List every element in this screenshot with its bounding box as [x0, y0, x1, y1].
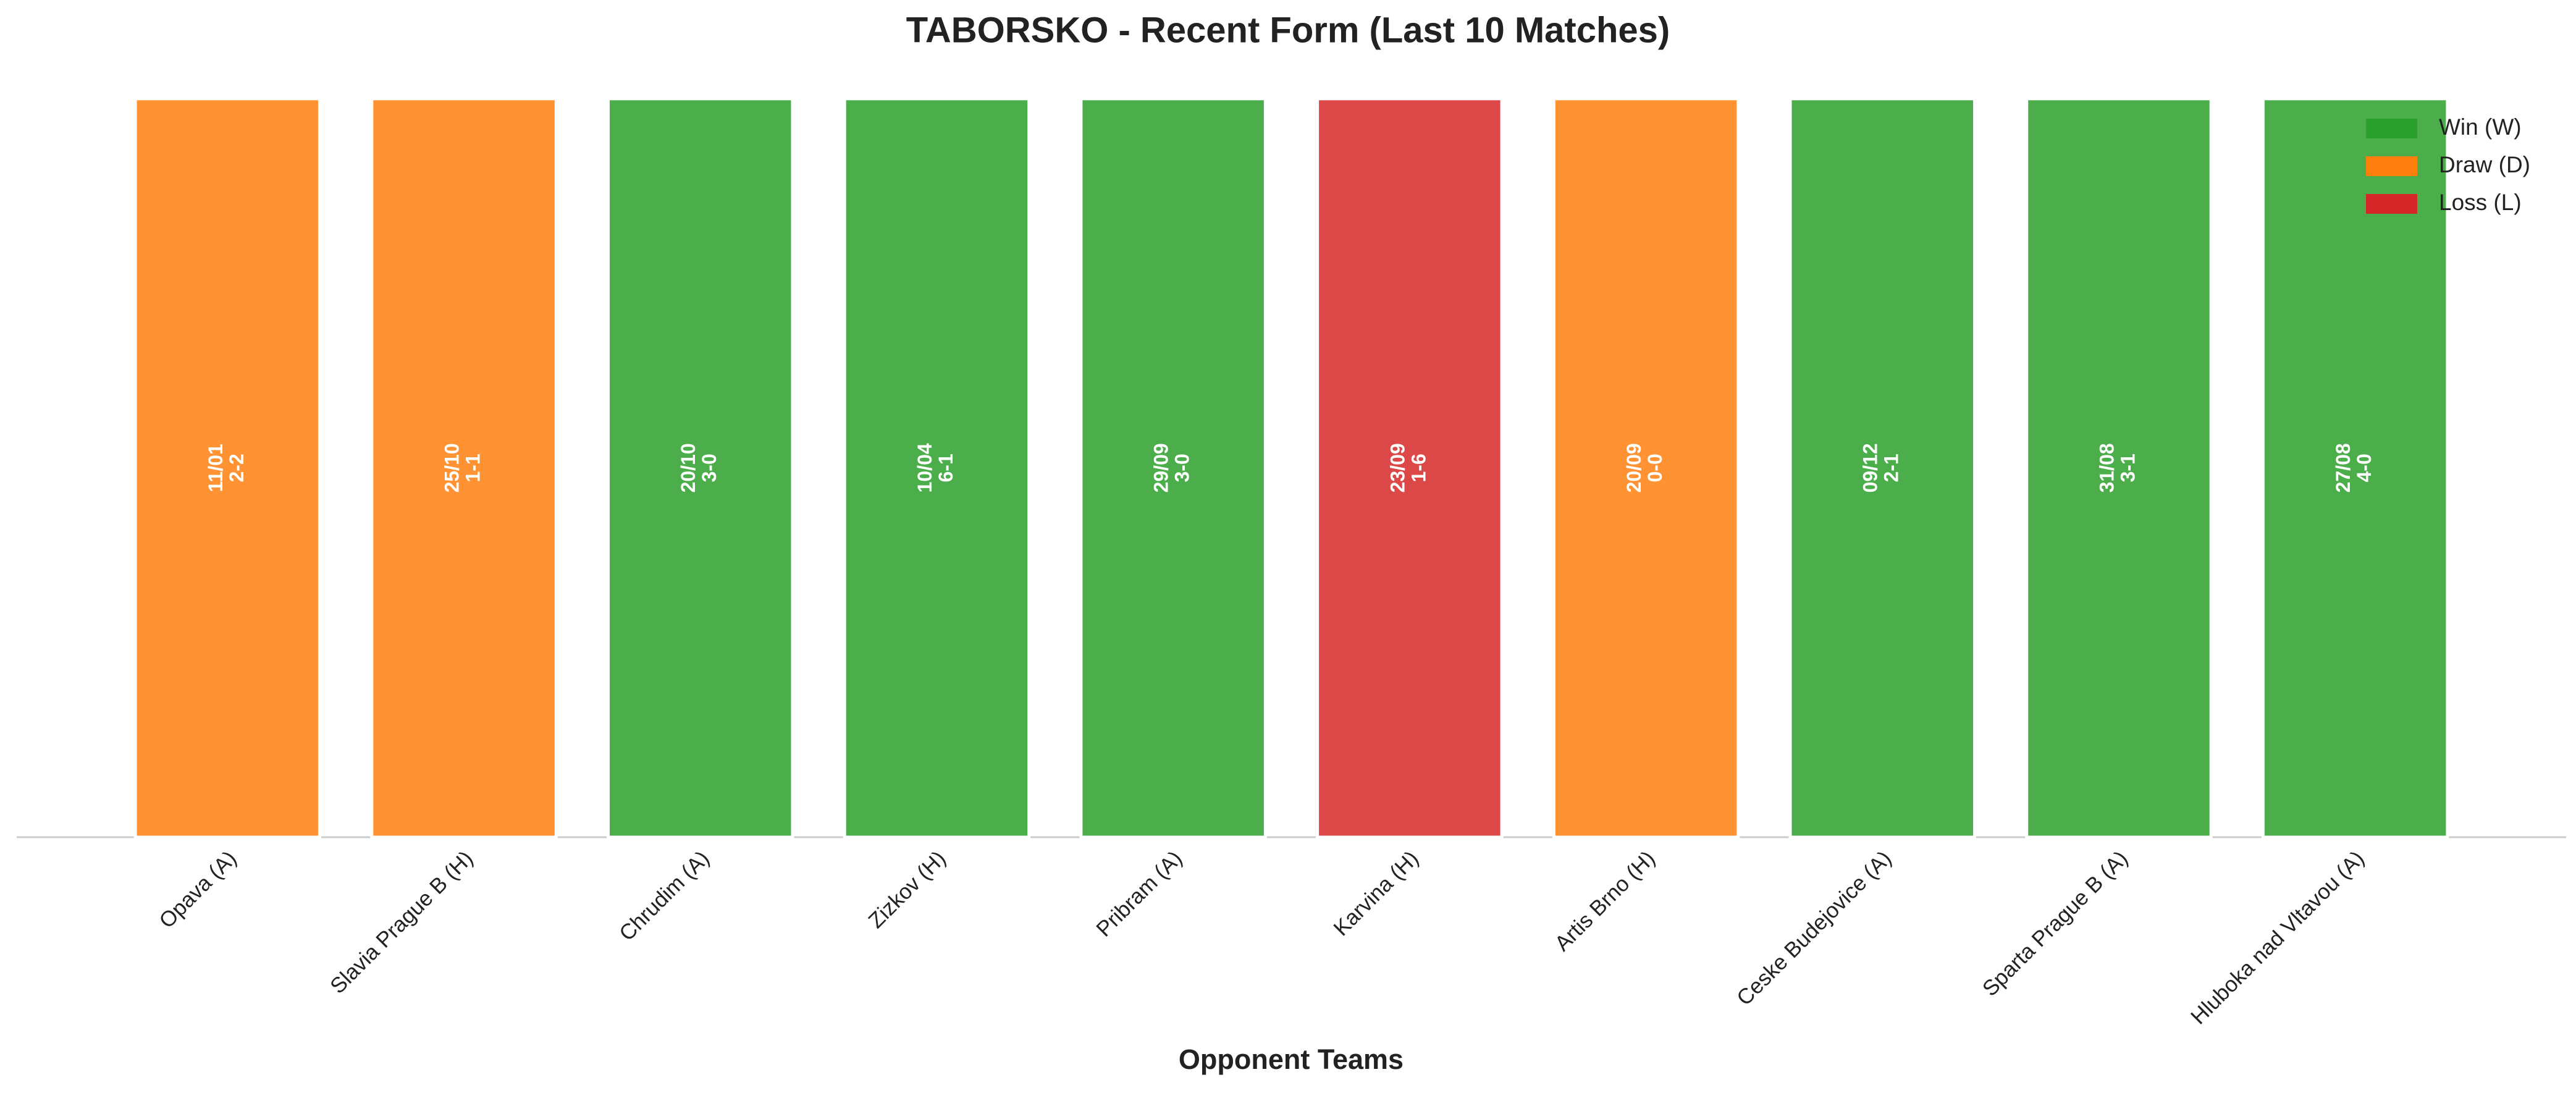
match-date: 29/09 [1150, 443, 1172, 492]
bar [2025, 97, 2213, 839]
bar-annotation: 20/090-0 [1623, 443, 1666, 492]
match-date: 09/12 [1859, 443, 1882, 492]
x-tick-label: Ceske Budejovice (A) [1732, 846, 1896, 1011]
bar [133, 97, 322, 839]
legend-swatch [2366, 119, 2417, 138]
match-score: 3-1 [2116, 454, 2139, 482]
bar [1552, 97, 1740, 839]
x-tick-label: Artis Brno (H) [1550, 846, 1659, 956]
match-date: 27/08 [2332, 443, 2354, 492]
match-date: 11/01 [204, 444, 227, 492]
bar [1316, 97, 1504, 839]
x-axis-label: Opponent Teams [1179, 1044, 1404, 1075]
match-date: 31/08 [2095, 443, 2118, 492]
bar-annotation: 10/046-1 [914, 443, 957, 492]
match-score: 4-0 [2353, 454, 2375, 482]
match-date: 20/10 [677, 443, 699, 492]
bar [2261, 97, 2449, 839]
match-score: 1-1 [462, 454, 484, 482]
x-tick-label: Karvina (H) [1329, 846, 1423, 941]
bar [370, 97, 558, 839]
bar-annotation: 25/101-1 [441, 443, 484, 492]
x-tick-label: Chrudim (A) [615, 846, 714, 946]
match-score: 3-0 [1171, 454, 1193, 482]
x-tick-label: Zizkov (H) [864, 846, 950, 933]
bar-annotation: 09/122-1 [1859, 443, 1903, 492]
legend-swatch [2366, 194, 2417, 214]
x-tick-label: Slavia Prague B (H) [326, 846, 478, 998]
match-score: 2-2 [225, 454, 248, 482]
match-score: 2-1 [1880, 454, 1903, 482]
bar-annotation: 11/012-2 [204, 444, 248, 492]
match-score: 1-6 [1407, 454, 1429, 482]
bar-annotation: 23/091-6 [1386, 443, 1429, 492]
bar-annotation: 31/083-1 [2095, 443, 2139, 492]
bar [843, 97, 1031, 839]
x-tick-label: Sparta Prague B (A) [1978, 846, 2132, 1001]
chart-title: TABORSKO - Recent Form (Last 10 Matches) [906, 10, 1670, 50]
match-date: 10/04 [914, 443, 936, 492]
match-date: 20/09 [1623, 443, 1645, 492]
match-date: 23/09 [1386, 443, 1408, 492]
x-tick-label: Opava (A) [154, 846, 241, 933]
bar-annotation: 27/084-0 [2332, 443, 2375, 492]
match-score: 6-1 [935, 454, 957, 482]
bar-annotation: 20/103-0 [677, 443, 720, 492]
bar [606, 97, 794, 839]
bar [1079, 97, 1267, 839]
match-score: 3-0 [698, 454, 720, 482]
legend-label: Win (W) [2439, 114, 2522, 140]
match-score: 0-0 [1644, 454, 1666, 482]
x-tick-label: Hluboka nad Vltavou (A) [2186, 846, 2369, 1029]
x-tick-label: Pribram (A) [1092, 846, 1187, 942]
legend-label: Draw (D) [2439, 152, 2530, 177]
bar-annotation: 29/093-0 [1150, 443, 1193, 492]
bar [1788, 97, 1977, 839]
legend-swatch [2366, 156, 2417, 176]
legend-label: Loss (L) [2439, 190, 2522, 215]
match-date: 25/10 [441, 443, 463, 492]
